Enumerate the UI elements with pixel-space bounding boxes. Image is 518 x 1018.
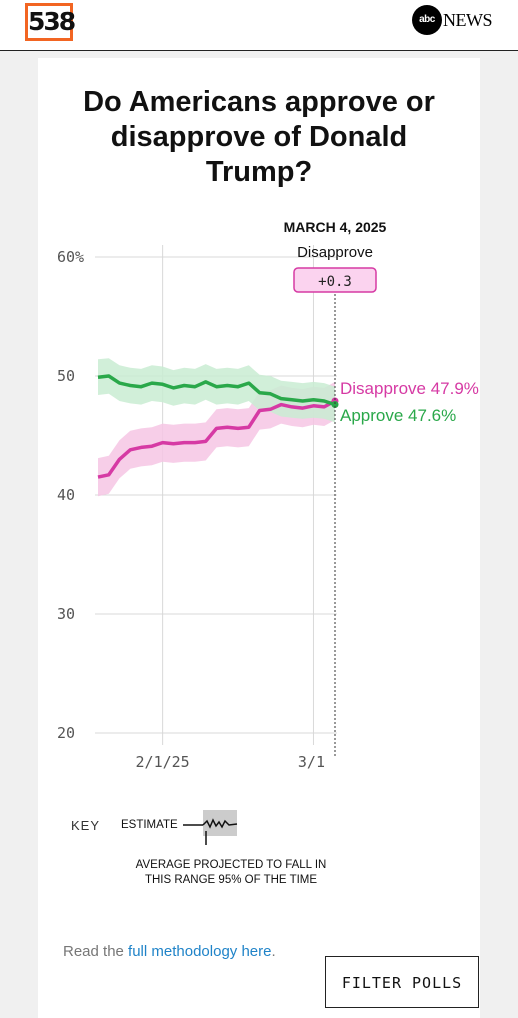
end-label-disapprove: Disapprove 47.9% [340,379,479,398]
series-point-approve [331,401,339,409]
title-line-2: disapprove of Donald [110,121,408,153]
methodology-text: Read the full methodology here. [63,943,276,960]
title-line-3: Trump? [205,156,313,188]
methodology-link[interactable]: full methodology here [128,943,272,960]
abc-circle-logo: abc [412,5,442,35]
chart-grid [95,245,337,745]
x-tick-label: 2/1/25 [136,753,190,771]
title-line-1: Do Americans approve or [83,86,435,118]
methodology-prefix: Read the [63,943,129,960]
methodology-suffix: . [271,943,276,960]
x-tick-label: 3/1 [298,753,325,771]
hover-margin-box [293,267,377,293]
538-logo-text: 538 [28,6,76,38]
hover-date: MARCH 4, 2025 [284,219,387,235]
y-tick-label: 20 [57,724,75,742]
abc-news-logo[interactable]: abc NEWS [412,4,493,36]
page-title: Do Americans approve or disapprove of Do… [0,85,518,190]
y-tick-label: 60% [57,248,84,266]
series-line-approve [97,374,336,407]
end-labels: Disapprove 47.9% Approve 47.6% [340,379,479,425]
y-tick-label: 30 [57,605,75,623]
series-line-disapprove [97,399,336,479]
538-logo[interactable]: 538 [25,3,76,41]
abc-news-wordmark: NEWS [443,9,493,30]
top-bar: 538 abc NEWS [0,0,518,51]
end-label-approve: Approve 47.6% [340,406,456,425]
series-lines [97,374,339,479]
filter-polls-button[interactable]: FILTER POLLS [325,956,479,1008]
hover-margin-value: +0.3 [318,274,352,290]
y-tick-label: 50 [57,367,75,385]
chart-card [38,58,480,1018]
hover-series-label: Disapprove [297,244,373,261]
axis-ticks: 60% 50 40 30 20 2/1/25 3/1 [57,248,325,771]
y-tick-label: 40 [57,486,75,504]
approval-chart[interactable]: MARCH 4, 2025 Disapprove +0.3 Disapprove… [0,200,518,780]
